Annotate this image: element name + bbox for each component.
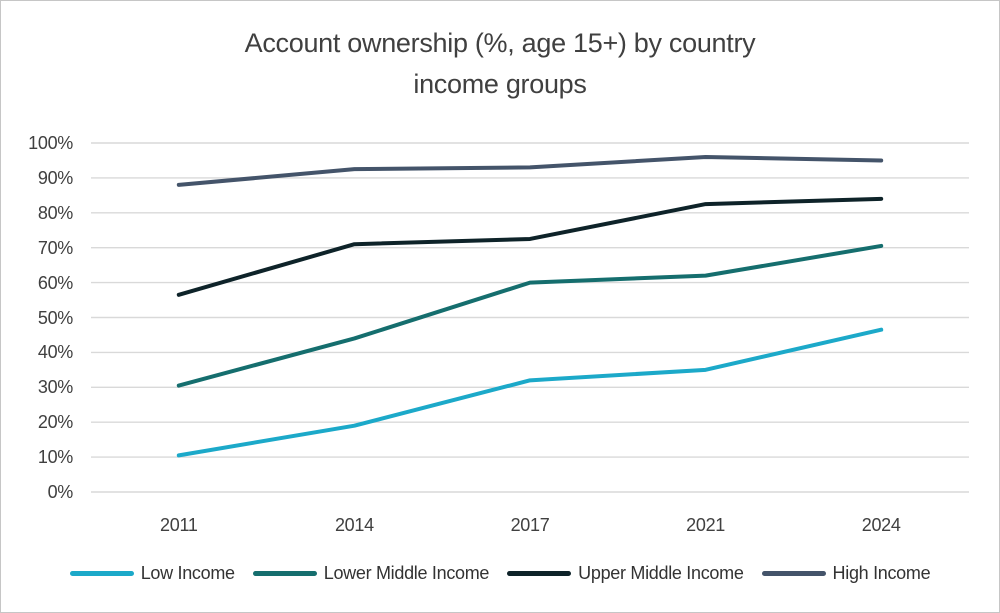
legend-item-upper-middle-income: Upper Middle Income — [507, 563, 744, 584]
series-line-upper-middle-income — [176, 196, 884, 297]
y-axis-tick-label: 90% — [37, 167, 73, 188]
y-axis-tick-label: 0% — [47, 482, 74, 502]
y-axis-tick-label: 30% — [37, 377, 73, 398]
y-axis-tick-label: 40% — [37, 342, 73, 363]
chart-title-line1: Account ownership (%, age 15+) by countr… — [244, 28, 756, 58]
legend-label: High Income — [832, 563, 931, 583]
legend-label: Low Income — [140, 563, 235, 583]
legend-item-high-income: High Income — [761, 563, 931, 584]
legend-line-marker — [507, 571, 572, 576]
legend-label: Lower Middle Income — [323, 563, 490, 583]
y-axis-tick-label: 20% — [37, 412, 73, 433]
x-axis-tick-label: 2011 — [160, 515, 198, 535]
y-axis-tick-label: 60% — [37, 272, 73, 293]
x-axis-tick-label: 2021 — [686, 515, 726, 535]
y-axis-tick-label: 100% — [28, 133, 73, 153]
x-axis-tick-label: 2024 — [861, 515, 901, 535]
chart-title: Account ownership (%, age 15+) by countr… — [1, 23, 999, 105]
y-axis-tick-label: 70% — [37, 237, 73, 258]
y-axis-tick-label: 50% — [37, 307, 73, 328]
chart-legend: Low Income Lower Middle Income Upper Middl… — [1, 563, 999, 584]
y-axis-tick-label: 80% — [37, 202, 73, 223]
legend-line-marker — [69, 571, 134, 576]
series-line-low-income — [176, 327, 884, 458]
legend-item-lower-middle-income: Lower Middle Income — [252, 563, 490, 584]
series-line-lower-middle-income — [176, 243, 884, 388]
gridlines — [91, 142, 969, 493]
x-axis-tick-label: 2014 — [334, 515, 374, 535]
series-line-high-income — [176, 154, 884, 187]
legend-line-marker — [252, 571, 317, 576]
legend-line-marker — [761, 571, 826, 576]
chart-title-line2: income groups — [413, 69, 587, 99]
x-axis-tick-label: 2017 — [510, 515, 550, 535]
legend-label: Upper Middle Income — [578, 563, 744, 583]
y-axis-tick-label: 10% — [37, 447, 73, 468]
legend-item-low-income: Low Income — [69, 563, 235, 584]
